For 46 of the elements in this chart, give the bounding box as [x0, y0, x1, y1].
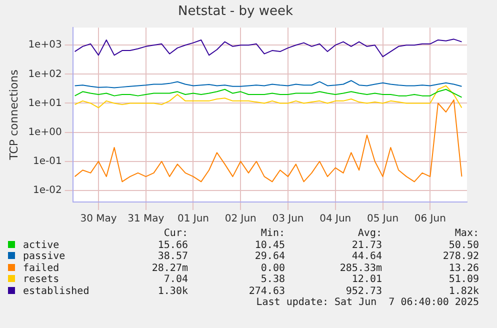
text: 50.50	[448, 240, 479, 251]
text: Cur:	[162, 228, 188, 240]
x-tick-label: 30 May	[80, 214, 117, 225]
y-tick-label: 1e+02	[28, 68, 62, 80]
text: 1.30k	[156, 286, 188, 297]
text: 12.01	[350, 274, 382, 286]
text: Min:	[260, 228, 285, 240]
text: 13.26	[448, 262, 479, 274]
legend-label: active	[22, 240, 60, 251]
text: 51.09	[448, 274, 479, 286]
text: 274.63	[248, 286, 285, 297]
text: 10.45	[254, 240, 285, 251]
y-tick-label: 1e+00	[28, 126, 62, 138]
x-tick-label: 04 Jun	[320, 214, 352, 225]
text: 0.00	[260, 262, 285, 274]
x-tick-label: 06 Jun	[414, 214, 446, 225]
text: 952.73	[344, 286, 382, 297]
legend-label: established	[22, 286, 90, 297]
x-tick-label: 03 Jun	[272, 214, 304, 225]
legend-label: passive	[22, 251, 66, 262]
text: 278.92	[442, 251, 479, 262]
x-tick-label: 31 May	[128, 214, 164, 225]
text: 38.57	[156, 251, 188, 262]
y-tick-label: 1e+01	[28, 98, 62, 109]
x-tick-label: 02 Jun	[224, 214, 256, 225]
y-tick-label: 1e+03	[28, 40, 62, 51]
text: 5.38	[260, 274, 285, 286]
legend-label: failed	[22, 262, 60, 274]
text: 15.66	[156, 240, 188, 251]
legend-label: resets	[22, 274, 60, 286]
y-tick-label: 1e-02	[32, 185, 62, 196]
text: Avg:	[356, 228, 382, 240]
chart-title: Netstat - by week	[178, 4, 294, 20]
text: 29.64	[254, 251, 285, 262]
text: 28.27m	[150, 262, 188, 274]
x-tick-label: 01 Jun	[177, 214, 210, 225]
y-tick-label: 1e-01	[32, 156, 62, 167]
text: 1.82k	[448, 286, 479, 297]
text: 7.04	[162, 274, 188, 286]
text: Max:	[454, 228, 479, 240]
text: 44.64	[350, 251, 382, 262]
y-axis-title: TCP connections	[7, 69, 20, 161]
text: Last update: Sat Jun 7 06:40:00 2025	[255, 297, 479, 308]
x-tick-label: 05 Jun	[367, 214, 399, 225]
text: 21.73	[350, 240, 382, 251]
text: 285.33m	[338, 262, 382, 274]
